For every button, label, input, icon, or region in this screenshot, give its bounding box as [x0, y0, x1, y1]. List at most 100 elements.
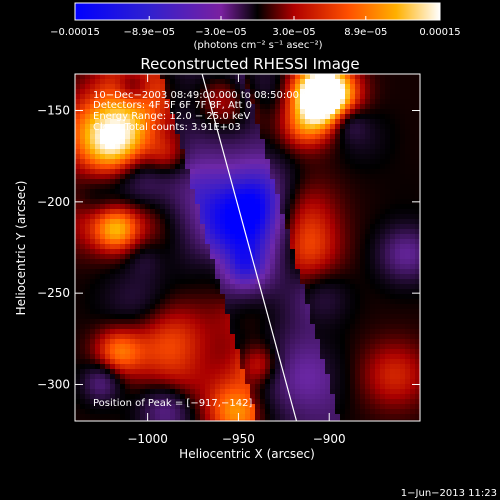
heatmap-cell: [315, 219, 321, 225]
heatmap-cell: [375, 249, 381, 255]
heatmap-cell: [200, 114, 206, 120]
heatmap-cell: [100, 389, 106, 395]
heatmap-cell: [365, 314, 371, 320]
heatmap-cell: [170, 89, 176, 95]
heatmap-cell: [235, 299, 241, 305]
heatmap-cell: [400, 194, 406, 200]
heatmap-cell: [390, 229, 396, 235]
heatmap-cell: [325, 409, 331, 415]
heatmap-cell: [105, 389, 111, 395]
heatmap-cell: [270, 304, 276, 310]
heatmap-cell: [195, 244, 201, 250]
heatmap-cell: [315, 359, 321, 365]
heatmap-cell: [160, 159, 166, 165]
heatmap-cell: [395, 414, 401, 420]
heatmap-cell: [390, 404, 396, 410]
heatmap-cell: [355, 169, 361, 175]
heatmap-cell: [90, 364, 96, 370]
heatmap-cell: [85, 274, 91, 280]
heatmap-cell: [410, 184, 416, 190]
heatmap-cell: [410, 179, 416, 185]
heatmap-cell: [275, 129, 281, 135]
heatmap-cell: [230, 419, 236, 421]
heatmap-cell: [380, 274, 386, 280]
heatmap-cell: [120, 339, 126, 345]
heatmap-cell: [405, 219, 411, 225]
heatmap-cell: [125, 289, 131, 295]
heatmap-cell: [120, 319, 126, 325]
heatmap-cell: [395, 264, 401, 270]
heatmap-cell: [415, 344, 420, 350]
heatmap-cell: [100, 394, 106, 400]
heatmap-cell: [230, 384, 236, 390]
heatmap-cell: [380, 349, 386, 355]
heatmap-cell: [150, 159, 156, 165]
heatmap-cell: [120, 399, 126, 405]
heatmap-cell: [240, 214, 246, 220]
heatmap-cell: [375, 149, 381, 155]
heatmap-cell: [390, 299, 396, 305]
heatmap-cell: [395, 214, 401, 220]
heatmap-cell: [170, 189, 176, 195]
heatmap-cell: [240, 299, 246, 305]
heatmap-cell: [160, 279, 166, 285]
heatmap-cell: [265, 274, 271, 280]
heatmap-cell: [300, 114, 306, 120]
heatmap-cell: [235, 209, 241, 215]
heatmap-cell: [210, 144, 216, 150]
heatmap-cell: [375, 359, 381, 365]
y-tick-label: −200: [37, 195, 70, 209]
heatmap-cell: [370, 179, 376, 185]
heatmap-cell: [170, 294, 176, 300]
heatmap-cell: [270, 114, 276, 120]
heatmap-cell: [225, 209, 231, 215]
heatmap-cell: [280, 384, 286, 390]
heatmap-cell: [85, 339, 91, 345]
heatmap-cell: [165, 274, 171, 280]
heatmap-cell: [90, 94, 96, 100]
heatmap-cell: [290, 104, 296, 110]
heatmap-cell: [305, 339, 311, 345]
heatmap-cell: [335, 409, 341, 415]
heatmap-cell: [315, 154, 321, 160]
heatmap-cell: [85, 254, 91, 260]
heatmap-cell: [255, 354, 261, 360]
heatmap-cell: [160, 284, 166, 290]
heatmap-cell: [185, 304, 191, 310]
heatmap-cell: [315, 74, 321, 80]
heatmap-cell: [180, 249, 186, 255]
heatmap-cell: [120, 129, 126, 135]
heatmap-cell: [260, 414, 266, 420]
heatmap-cell: [140, 104, 146, 110]
heatmap-cell: [400, 309, 406, 315]
heatmap-cell: [145, 109, 151, 115]
heatmap-cell: [130, 399, 136, 405]
heatmap-cell: [405, 199, 411, 205]
heatmap-cell: [105, 379, 111, 385]
heatmap-cell: [275, 189, 281, 195]
heatmap-cell: [230, 304, 236, 310]
heatmap-cell: [200, 89, 206, 95]
heatmap-cell: [335, 79, 341, 85]
heatmap-cell: [255, 94, 261, 100]
heatmap-cell: [130, 184, 136, 190]
heatmap-cell: [230, 234, 236, 240]
heatmap-cell: [120, 329, 126, 335]
heatmap-cell: [195, 364, 201, 370]
heatmap-cell: [320, 409, 326, 415]
heatmap-cell: [225, 154, 231, 160]
heatmap-cell: [100, 129, 106, 135]
heatmap-cell: [245, 299, 251, 305]
footer-date: 1−Jun−2013 11:23: [401, 488, 497, 499]
heatmap-cell: [270, 409, 276, 415]
heatmap-cell: [220, 104, 226, 110]
heatmap-cell: [305, 89, 311, 95]
heatmap-cell: [120, 344, 126, 350]
heatmap-cell: [310, 174, 316, 180]
heatmap-cell: [280, 144, 286, 150]
heatmap-cell: [315, 114, 321, 120]
heatmap-cell: [365, 194, 371, 200]
heatmap-cell: [375, 279, 381, 285]
heatmap-cell: [195, 79, 201, 85]
